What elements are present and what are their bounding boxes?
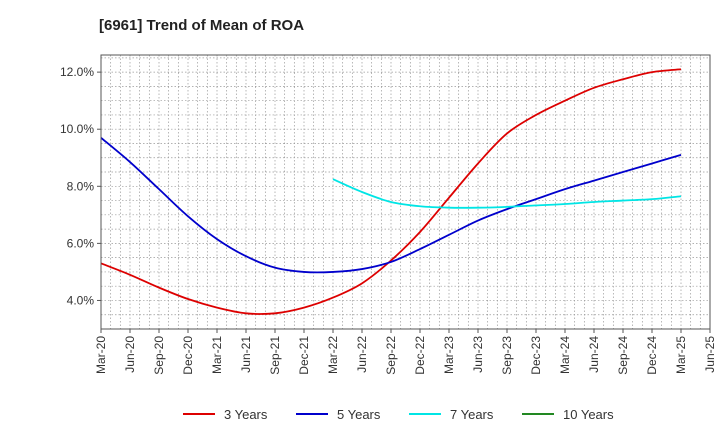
x-tick-label: Sep-22 <box>384 336 398 375</box>
x-tick-label: Dec-23 <box>529 336 543 375</box>
x-tick-label: Jun-20 <box>123 336 137 373</box>
legend-label-7-years: 7 Years <box>450 407 494 422</box>
legend: 3 Years 5 Years 7 Years 10 Years <box>183 407 614 422</box>
x-tick-label: Mar-23 <box>442 336 456 374</box>
y-tick-label: 12.0% <box>60 65 94 79</box>
x-tick-label: Sep-21 <box>268 336 282 375</box>
x-tick-label: Sep-23 <box>500 336 514 375</box>
x-tick-label: Sep-24 <box>616 336 630 375</box>
plot-frame <box>100 54 711 330</box>
x-tick-label: Sep-20 <box>152 336 166 375</box>
series-line-7-years <box>332 178 682 209</box>
grid <box>101 55 710 330</box>
x-tick-label: Jun-21 <box>239 336 253 373</box>
series-line-3-years <box>100 68 682 315</box>
x-axis-ticks: Mar-20 Jun-20 Sep-20 Dec-20 Mar-21 Jun-21 Sep-… <box>94 329 717 375</box>
y-tick-label: 10.0% <box>60 122 94 136</box>
x-tick-label: Mar-21 <box>210 336 224 374</box>
x-tick-label: Mar-24 <box>558 336 572 374</box>
x-tick-label: Mar-22 <box>326 336 340 374</box>
x-tick-label: Jun-24 <box>587 336 601 373</box>
x-tick-label: Jun-22 <box>355 336 369 373</box>
x-tick-label: Jun-23 <box>471 336 485 373</box>
x-tick-label: Dec-24 <box>645 336 659 375</box>
y-tick-label: 8.0% <box>67 179 95 193</box>
x-tick-label: Jun-25 <box>703 336 717 373</box>
x-tick-label: Mar-20 <box>94 336 108 374</box>
x-tick-label: Dec-21 <box>297 336 311 375</box>
legend-label-3-years: 3 Years <box>224 407 268 422</box>
x-tick-label: Dec-20 <box>181 336 195 375</box>
x-tick-label: Mar-25 <box>674 336 688 374</box>
legend-label-10-years: 10 Years <box>563 407 614 422</box>
y-tick-label: 6.0% <box>67 236 95 250</box>
series-layer <box>100 68 682 315</box>
legend-label-5-years: 5 Years <box>337 407 381 422</box>
series-line-5-years <box>100 137 682 274</box>
x-tick-label: Dec-22 <box>413 336 427 375</box>
y-axis-ticks: 4.0% 6.0% 8.0% 10.0% 12.0% <box>60 65 101 307</box>
y-tick-label: 4.0% <box>67 293 95 307</box>
chart-title: [6961] Trend of Mean of ROA <box>99 17 304 34</box>
